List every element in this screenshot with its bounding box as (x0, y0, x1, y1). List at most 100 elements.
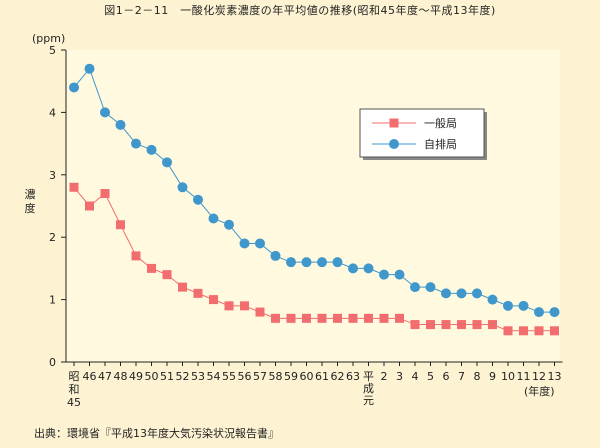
data-point (410, 282, 420, 293)
x-tick-label: 56 (238, 370, 252, 383)
data-point (317, 257, 327, 268)
y-tick-label: 0 (49, 356, 56, 369)
x-tick-label: 5 (427, 370, 434, 383)
legend-box (359, 108, 485, 158)
data-point (332, 257, 343, 268)
data-point (488, 320, 497, 330)
x-tick-label: 13 (548, 370, 562, 383)
x-tick-label: 52 (176, 370, 190, 383)
data-point (487, 294, 498, 305)
data-point (379, 269, 389, 280)
data-point (100, 189, 110, 199)
data-point (503, 300, 513, 311)
data-point (425, 282, 436, 293)
source-note: 出典：環境省『平成13年度大気汚染状況報告書』 (34, 427, 279, 440)
x-tick-label: 平成元 (363, 370, 374, 407)
y-tick-label: 5 (49, 44, 56, 57)
data-point (519, 326, 528, 336)
series-2 (69, 63, 560, 318)
y-axis-label-text: 濃度 (25, 187, 36, 215)
data-point (472, 288, 482, 299)
x-tick-label: 51 (160, 370, 174, 383)
data-point (410, 320, 420, 330)
legend-marker (389, 118, 399, 128)
data-point (131, 138, 141, 149)
x-tick-label: 58 (269, 370, 283, 383)
data-point (162, 157, 172, 168)
x-tick-label: 55 (222, 370, 236, 383)
x-tick-label: 57 (253, 370, 267, 383)
data-point (550, 326, 559, 336)
data-point (534, 307, 544, 318)
x-tick-label: 昭和 45 (67, 370, 81, 409)
data-point (224, 301, 234, 311)
x-tick-label: 3 (396, 370, 403, 383)
data-point (426, 320, 435, 330)
data-point (503, 326, 513, 336)
x-tick-label: 9 (489, 370, 496, 383)
x-tick-label: 62 (331, 370, 345, 383)
y-axis-unit: (ppm) (32, 32, 65, 45)
legend-marker (389, 139, 399, 149)
data-point (364, 313, 373, 323)
data-point (379, 313, 389, 323)
x-tick-label: 49 (129, 370, 143, 383)
data-point (255, 307, 265, 317)
x-tick-label: 11 (517, 370, 531, 383)
data-point (100, 107, 110, 118)
x-tick-label: 6 (443, 370, 450, 383)
y-tick-label: 1 (49, 294, 56, 307)
y-axis-label: 濃度 (25, 187, 36, 215)
data-point (239, 238, 250, 249)
y-tick-label: 2 (49, 231, 56, 244)
x-tick-label: 8 (474, 370, 481, 383)
series-layer (69, 63, 560, 336)
data-point (271, 313, 280, 323)
x-tick-label: 63 (346, 370, 360, 383)
data-point (240, 301, 249, 311)
data-point (209, 295, 218, 305)
x-tick-label: 47 (98, 370, 112, 383)
x-tick-label: 2 (381, 370, 388, 383)
data-point (317, 313, 327, 323)
data-point (146, 144, 157, 155)
data-point (301, 257, 312, 268)
data-point (456, 288, 467, 299)
data-point (131, 251, 141, 261)
data-point (69, 182, 79, 192)
x-axis-unit: (年度) (524, 384, 555, 398)
data-point (457, 320, 466, 330)
figure-title: 図1－2－11 一酸化炭素濃度の年平均値の推移(昭和45年度～平成13年度) (104, 4, 496, 17)
y-tick-label: 3 (49, 169, 56, 182)
x-tick-label: 7 (458, 370, 465, 383)
data-point (549, 307, 560, 318)
data-point (178, 282, 187, 292)
data-point (193, 194, 203, 205)
data-point (115, 119, 126, 130)
data-point (518, 300, 529, 311)
data-point (224, 219, 234, 230)
data-point (394, 269, 405, 280)
data-point (162, 270, 172, 280)
x-tick-label: 60 (300, 370, 314, 383)
data-point (395, 313, 404, 323)
x-tick-label: 59 (284, 370, 298, 383)
data-point (84, 63, 95, 74)
x-tick-label: 54 (207, 370, 221, 383)
x-tick-label: 53 (191, 370, 205, 383)
data-point (85, 201, 94, 211)
plot-background (66, 50, 560, 362)
data-point (193, 288, 203, 298)
data-point (147, 263, 156, 273)
x-tick-label: 48 (114, 370, 128, 383)
legend-label: 自排局 (424, 137, 457, 151)
data-point (472, 320, 482, 330)
data-point (69, 82, 79, 93)
legend-label: 一般局 (424, 117, 457, 130)
data-point (286, 313, 296, 323)
axes (65, 50, 563, 363)
data-point (348, 313, 358, 323)
data-point (177, 182, 188, 193)
